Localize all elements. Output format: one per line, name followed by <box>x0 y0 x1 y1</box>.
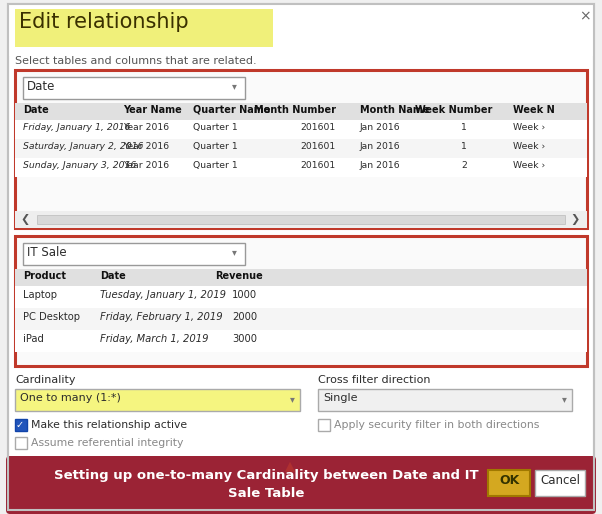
Text: Setting up one-to-many Cardinality between Date and IT: Setting up one-to-many Cardinality betwe… <box>54 469 479 482</box>
Text: Cross filter direction: Cross filter direction <box>318 375 430 385</box>
Text: ▾: ▾ <box>562 394 567 404</box>
Text: 2000: 2000 <box>232 312 257 322</box>
Text: Jan 2016: Jan 2016 <box>360 161 400 170</box>
Text: ✓: ✓ <box>16 420 24 430</box>
Text: Quarter 1: Quarter 1 <box>193 123 238 132</box>
Text: ❮: ❮ <box>20 214 29 225</box>
Text: Week ›: Week › <box>513 161 545 170</box>
Text: 201601: 201601 <box>301 142 336 151</box>
Bar <box>15 103 587 120</box>
Text: 1000: 1000 <box>232 290 257 300</box>
Text: IT Sale: IT Sale <box>27 246 67 259</box>
Bar <box>15 9 273 47</box>
Bar <box>8 4 594 56</box>
Text: Make this relationship active: Make this relationship active <box>31 420 187 430</box>
Text: 201601: 201601 <box>301 123 336 132</box>
Text: iPad: iPad <box>23 334 44 344</box>
Text: Week ›: Week › <box>513 123 545 132</box>
Bar <box>23 77 245 99</box>
Bar <box>23 243 245 265</box>
Bar <box>15 419 27 431</box>
Bar <box>15 389 300 411</box>
FancyBboxPatch shape <box>6 456 596 514</box>
Bar <box>15 236 587 366</box>
Text: ×: × <box>579 9 591 23</box>
Text: Year 2016: Year 2016 <box>123 123 169 132</box>
Text: Date: Date <box>27 80 55 93</box>
Text: Week ›: Week › <box>513 142 545 151</box>
Text: 201601: 201601 <box>301 161 336 170</box>
Text: Jan 2016: Jan 2016 <box>360 123 400 132</box>
Bar <box>15 211 587 228</box>
Bar <box>15 286 587 308</box>
Text: 1: 1 <box>461 123 467 132</box>
Text: Year 2016: Year 2016 <box>123 142 169 151</box>
Text: Date: Date <box>100 271 126 281</box>
Bar <box>15 120 587 139</box>
Bar <box>15 70 587 228</box>
Text: Friday, February 1, 2019: Friday, February 1, 2019 <box>100 312 223 322</box>
Bar <box>488 470 530 496</box>
Text: Quarter 1: Quarter 1 <box>193 161 238 170</box>
Bar <box>15 437 27 449</box>
Text: Year Name: Year Name <box>123 105 182 115</box>
Text: Assume referential integrity: Assume referential integrity <box>31 438 184 448</box>
Text: Edit relationship: Edit relationship <box>19 12 188 32</box>
Bar <box>15 158 587 177</box>
Bar <box>318 419 330 431</box>
Text: ❯: ❯ <box>570 214 579 225</box>
Text: Quarter 1: Quarter 1 <box>193 142 238 151</box>
Text: 2: 2 <box>461 161 467 170</box>
Text: Date: Date <box>23 105 49 115</box>
Text: ▾: ▾ <box>290 394 295 404</box>
Text: One to many (1:*): One to many (1:*) <box>20 393 121 403</box>
Text: Cancel: Cancel <box>540 474 580 487</box>
Text: Jan 2016: Jan 2016 <box>360 142 400 151</box>
Text: Apply security filter in both directions: Apply security filter in both directions <box>334 420 539 430</box>
Bar <box>318 389 572 411</box>
Text: Friday, March 1, 2019: Friday, March 1, 2019 <box>100 334 208 344</box>
Text: Month Name: Month Name <box>360 105 429 115</box>
Bar <box>15 269 587 286</box>
Text: Saturday, January 2, 2016: Saturday, January 2, 2016 <box>23 142 143 151</box>
Text: Year 2016: Year 2016 <box>123 161 169 170</box>
Text: Month Number: Month Number <box>254 105 336 115</box>
Bar <box>15 308 587 330</box>
Text: Sunday, January 3, 2016: Sunday, January 3, 2016 <box>23 161 136 170</box>
Text: 1: 1 <box>461 142 467 151</box>
Text: Cardinality: Cardinality <box>15 375 75 385</box>
Text: ▾: ▾ <box>232 81 237 91</box>
Text: Quarter Name: Quarter Name <box>193 105 270 115</box>
Bar <box>15 139 587 158</box>
Text: Sale Table: Sale Table <box>228 487 304 500</box>
Text: Revenue: Revenue <box>215 271 262 281</box>
Text: Product: Product <box>23 271 66 281</box>
Bar <box>535 470 585 496</box>
Text: PC Desktop: PC Desktop <box>23 312 80 322</box>
Text: Week N: Week N <box>513 105 555 115</box>
Bar <box>37 215 565 224</box>
Text: Single: Single <box>323 393 358 403</box>
Text: OK: OK <box>499 474 519 487</box>
Text: 3000: 3000 <box>232 334 257 344</box>
Text: Laptop: Laptop <box>23 290 57 300</box>
Text: Friday, January 1, 2016: Friday, January 1, 2016 <box>23 123 131 132</box>
Text: Select tables and columns that are related.: Select tables and columns that are relat… <box>15 56 256 66</box>
Text: ▾: ▾ <box>232 247 237 257</box>
Text: Week Number: Week Number <box>415 105 492 115</box>
Bar <box>15 330 587 352</box>
Text: Tuesday, January 1, 2019: Tuesday, January 1, 2019 <box>100 290 226 300</box>
